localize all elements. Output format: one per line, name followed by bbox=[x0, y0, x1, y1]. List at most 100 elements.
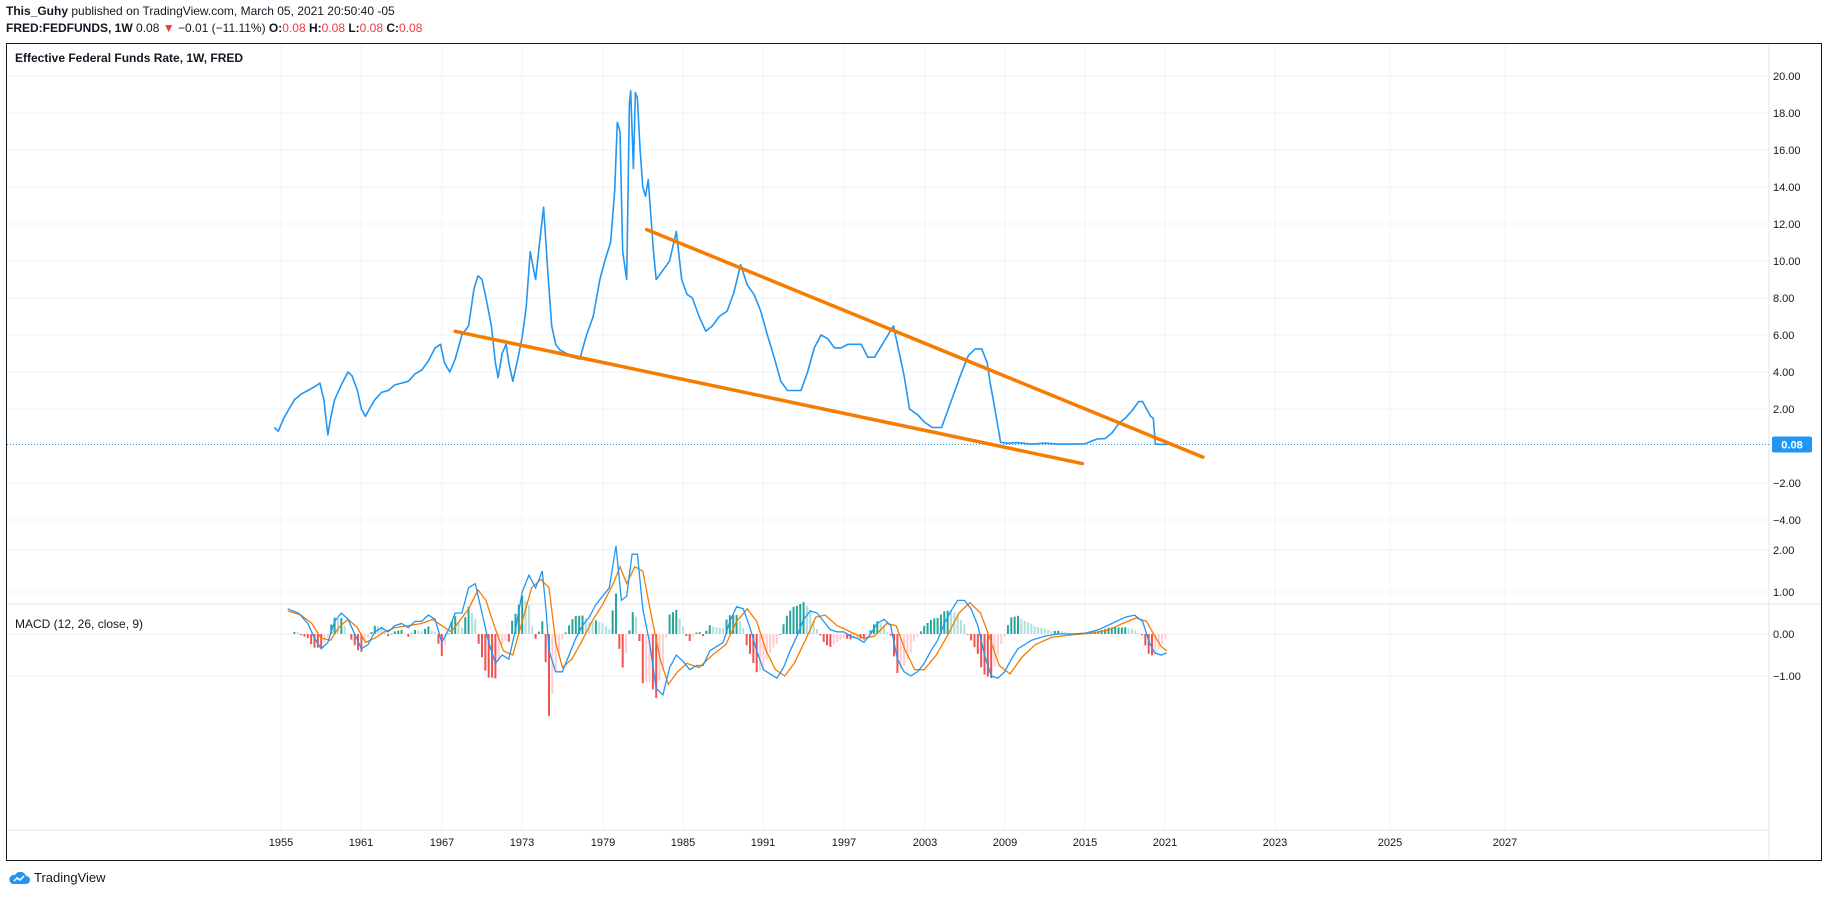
histogram-bar bbox=[608, 629, 611, 634]
histogram-bar bbox=[1037, 627, 1040, 634]
histogram-bar bbox=[1060, 631, 1063, 634]
histogram-bar bbox=[661, 634, 664, 670]
last-price-text: 0.08 bbox=[1781, 440, 1802, 452]
histogram-bar bbox=[1047, 629, 1050, 634]
histogram-bar bbox=[631, 612, 634, 634]
histogram-bar bbox=[933, 618, 936, 634]
y-tick-label: 8.00 bbox=[1773, 293, 1794, 305]
histogram-bar bbox=[437, 634, 440, 644]
histogram-bar bbox=[544, 634, 547, 663]
histogram-bar bbox=[306, 634, 309, 639]
histogram-bar bbox=[809, 610, 812, 634]
histogram-bar bbox=[501, 634, 504, 645]
histogram-bar bbox=[819, 634, 822, 636]
histogram-bar bbox=[685, 634, 688, 636]
histogram-bar bbox=[618, 634, 621, 649]
change-value: −0.01 (−11.11%) bbox=[177, 21, 266, 35]
histogram-bar bbox=[474, 618, 477, 634]
histogram-bar bbox=[604, 626, 607, 634]
x-tick-label: 1961 bbox=[349, 837, 373, 849]
histogram-bar bbox=[1030, 623, 1033, 634]
histogram-bar bbox=[792, 606, 795, 634]
histogram-bar bbox=[883, 624, 885, 634]
y-tick-label: 1.00 bbox=[1773, 587, 1794, 599]
y-tick-label: 2.00 bbox=[1773, 404, 1794, 416]
histogram-bar bbox=[1023, 620, 1026, 634]
histogram-bar bbox=[973, 634, 976, 648]
histogram-bar bbox=[1114, 627, 1117, 634]
histogram-bar bbox=[397, 630, 400, 634]
histogram-bar bbox=[1097, 631, 1100, 634]
histogram-bar bbox=[514, 613, 517, 634]
x-tick-label: 1991 bbox=[751, 837, 775, 849]
time-axis[interactable]: 1955 1961 1967 1973 1979 1985 1991 1997 2003 2009… bbox=[269, 837, 1517, 849]
histogram-bar bbox=[956, 614, 959, 634]
signal-line bbox=[287, 565, 1168, 686]
histogram-bar bbox=[487, 634, 490, 678]
histogram-bar bbox=[655, 634, 658, 698]
histogram-bar bbox=[598, 621, 601, 634]
author-name[interactable]: This_Guhy bbox=[6, 4, 69, 18]
histogram-bar bbox=[970, 634, 973, 641]
histogram-bar bbox=[869, 630, 872, 634]
histogram-bar bbox=[1140, 634, 1143, 636]
histogram-bar bbox=[846, 634, 849, 639]
last-value: 0.08 bbox=[136, 21, 160, 35]
y-tick-label: −4.00 bbox=[1773, 515, 1801, 527]
price-axis[interactable]: 20.00 18.00 16.00 14.00 12.00 10.00 8.00 6.00 4.… bbox=[1773, 71, 1801, 683]
histogram-bar bbox=[990, 634, 993, 679]
histogram-bar bbox=[742, 627, 745, 634]
histogram-bar bbox=[648, 634, 651, 682]
histogram-bar bbox=[879, 623, 882, 634]
histogram-bar bbox=[1147, 634, 1150, 654]
main-pane-title: Effective Federal Funds Rate, 1W, FRED bbox=[15, 51, 243, 65]
y-tick-label: −1.00 bbox=[1773, 671, 1801, 683]
histogram-bar bbox=[996, 634, 999, 656]
histogram-bar bbox=[960, 620, 963, 634]
histogram-bar bbox=[370, 632, 373, 634]
histogram-bar bbox=[899, 634, 902, 670]
histogram-bar bbox=[759, 634, 762, 671]
y-tick-label: 14.00 bbox=[1773, 182, 1801, 194]
chart-frame[interactable]: 20.00 18.00 16.00 14.00 12.00 10.00 8.00 6.00 4.… bbox=[6, 43, 1822, 861]
chart-canvas[interactable]: 20.00 18.00 16.00 14.00 12.00 10.00 8.00 6.00 4.… bbox=[7, 44, 1821, 860]
histogram-bar bbox=[467, 606, 470, 634]
histogram-bar bbox=[795, 605, 798, 634]
histogram-bar bbox=[584, 618, 587, 634]
histogram-bar bbox=[963, 624, 966, 634]
footer-brand[interactable]: TradingView bbox=[8, 870, 106, 885]
histogram-bar bbox=[440, 634, 443, 656]
histogram-bar bbox=[400, 629, 403, 634]
histogram-bar bbox=[929, 620, 932, 634]
histogram-bar bbox=[333, 617, 336, 634]
histogram-bar bbox=[497, 634, 500, 662]
histogram-bar bbox=[903, 634, 906, 666]
histogram-bar bbox=[296, 632, 299, 634]
histogram-bar bbox=[980, 634, 983, 668]
histogram-bar bbox=[1127, 628, 1130, 634]
histogram-bar bbox=[745, 634, 748, 646]
histogram-bar bbox=[839, 634, 842, 641]
histogram-bar bbox=[1017, 615, 1019, 634]
histogram-bar bbox=[822, 634, 825, 642]
histogram-bar bbox=[380, 626, 383, 634]
histogram-bar bbox=[477, 634, 480, 644]
trendline bbox=[645, 227, 1205, 459]
histogram-bar bbox=[484, 634, 487, 671]
y-tick-label: 10.00 bbox=[1773, 256, 1801, 268]
y-tick-label: 16.00 bbox=[1773, 145, 1801, 157]
histogram-bar bbox=[1164, 634, 1167, 639]
histogram-bar bbox=[293, 631, 296, 634]
histogram-bar bbox=[1107, 627, 1110, 634]
histogram-bar bbox=[558, 634, 561, 656]
histogram-bar bbox=[698, 632, 701, 634]
histogram-bar bbox=[1130, 628, 1133, 634]
histogram-bar bbox=[678, 618, 681, 634]
x-tick-label: 1997 bbox=[832, 837, 856, 849]
histogram-bar bbox=[1124, 627, 1127, 634]
histogram-bar bbox=[725, 619, 728, 634]
histogram-bar bbox=[554, 634, 557, 673]
histogram-bar bbox=[752, 634, 755, 664]
histogram-bar bbox=[805, 605, 808, 634]
histogram-bar bbox=[444, 634, 447, 645]
